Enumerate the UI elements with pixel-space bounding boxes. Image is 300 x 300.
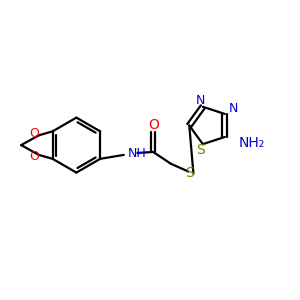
Text: NH₂: NH₂ — [238, 136, 265, 150]
Text: O: O — [29, 127, 39, 140]
Text: S: S — [196, 143, 205, 157]
Text: NH: NH — [128, 147, 146, 161]
Text: N: N — [229, 101, 238, 115]
Text: N: N — [196, 94, 206, 107]
Text: O: O — [148, 118, 159, 133]
Text: O: O — [29, 150, 39, 164]
Text: S: S — [185, 166, 194, 180]
